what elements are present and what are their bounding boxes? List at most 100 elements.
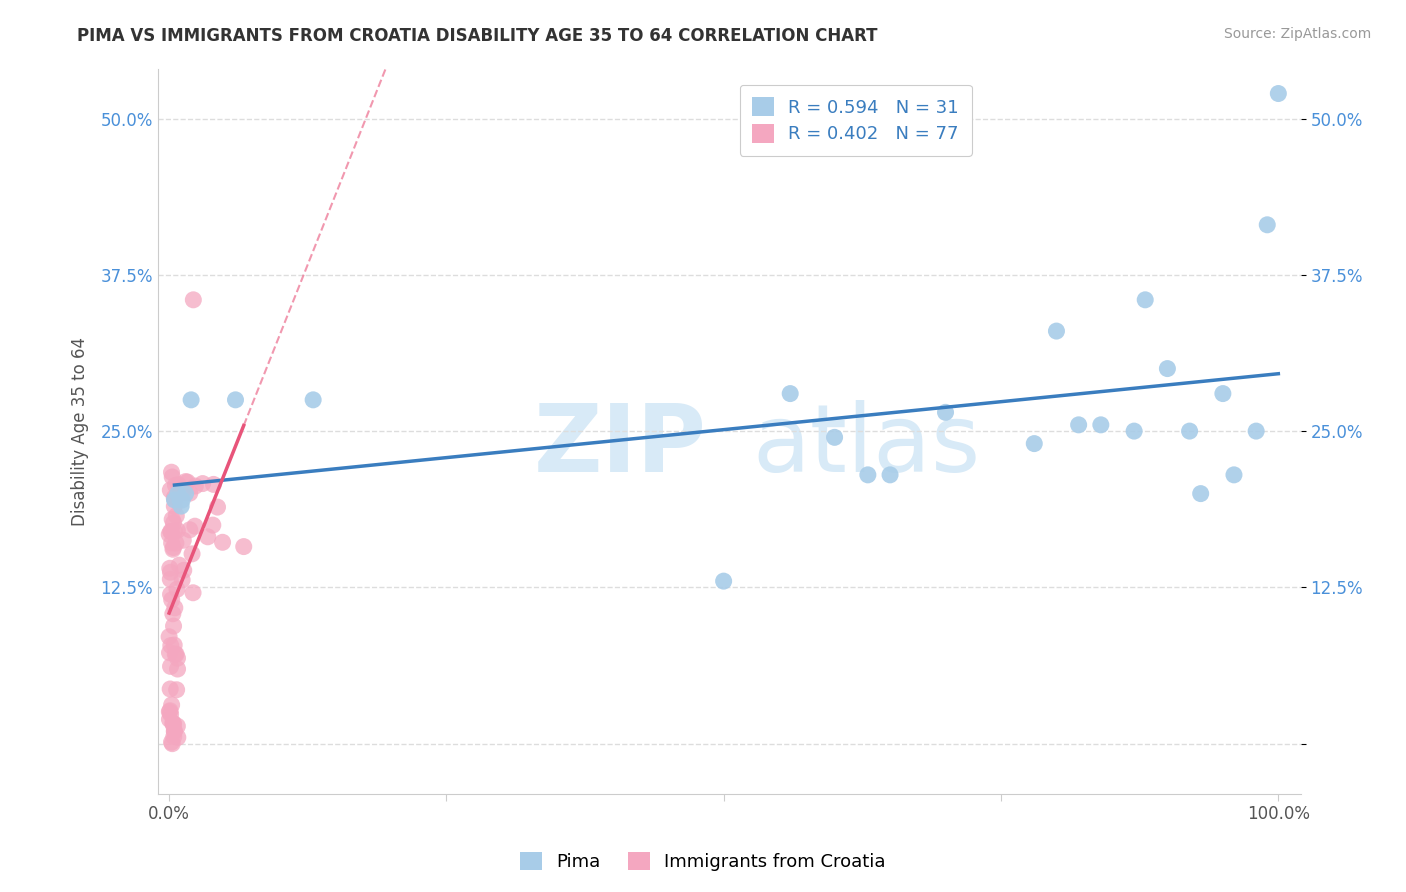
Point <box>184 479 207 493</box>
Point <box>176 475 198 489</box>
Point <box>162 542 184 557</box>
Point <box>184 519 207 533</box>
Point <box>157 527 180 541</box>
Point <box>779 386 801 401</box>
Point <box>170 484 193 499</box>
Point <box>1156 361 1178 376</box>
Point <box>1024 436 1046 450</box>
Point <box>162 716 184 731</box>
Point <box>1267 87 1289 101</box>
Point <box>159 646 181 660</box>
Point <box>181 547 204 561</box>
Point <box>159 706 181 721</box>
Point <box>159 566 181 580</box>
Point <box>163 724 186 739</box>
Point <box>180 392 202 407</box>
Point <box>172 533 194 548</box>
Point <box>157 630 180 644</box>
Point <box>165 647 187 661</box>
Point <box>159 659 181 673</box>
Point <box>211 535 233 549</box>
Legend: R = 0.594   N = 31, R = 0.402   N = 77: R = 0.594 N = 31, R = 0.402 N = 77 <box>740 85 972 156</box>
Point <box>165 536 187 550</box>
Point <box>197 530 219 544</box>
Point <box>160 465 183 479</box>
Text: ZIP: ZIP <box>533 400 706 491</box>
Point <box>165 647 187 661</box>
Point <box>163 491 186 505</box>
Point <box>1123 424 1146 438</box>
Point <box>166 682 188 697</box>
Point <box>166 662 188 676</box>
Point <box>207 500 229 514</box>
Point <box>162 541 184 555</box>
Point <box>181 586 204 600</box>
Legend: Pima, Immigrants from Croatia: Pima, Immigrants from Croatia <box>513 845 893 879</box>
Point <box>159 704 181 718</box>
Point <box>170 499 193 513</box>
Point <box>172 492 194 507</box>
Point <box>166 731 188 745</box>
Point <box>165 508 187 523</box>
Point <box>159 483 181 497</box>
Point <box>163 492 186 507</box>
Point <box>163 600 186 615</box>
Point <box>160 698 183 712</box>
Point <box>162 737 184 751</box>
Point <box>201 518 224 533</box>
Point <box>174 475 197 489</box>
Point <box>1256 218 1278 232</box>
Point <box>166 486 188 500</box>
Point <box>302 392 325 407</box>
Point <box>172 485 194 500</box>
Point <box>159 712 181 726</box>
Point <box>166 719 188 733</box>
Point <box>934 405 956 419</box>
Point <box>167 477 190 491</box>
Point <box>232 540 254 554</box>
Y-axis label: Disability Age 35 to 64: Disability Age 35 to 64 <box>72 336 89 525</box>
Point <box>224 392 246 407</box>
Point <box>1135 293 1157 307</box>
Point <box>159 681 181 696</box>
Point <box>159 639 181 653</box>
Point <box>167 558 190 573</box>
Point <box>157 705 180 719</box>
Point <box>191 476 214 491</box>
Point <box>166 582 188 597</box>
Point <box>879 467 901 482</box>
Point <box>162 718 184 732</box>
Point <box>183 293 205 307</box>
Point <box>159 561 181 575</box>
Text: atlas: atlas <box>752 400 980 491</box>
Point <box>1223 467 1246 482</box>
Point <box>824 430 846 444</box>
Point <box>202 477 225 491</box>
Point <box>162 607 184 621</box>
Point <box>165 478 187 492</box>
Point <box>173 563 195 577</box>
Point <box>162 619 184 633</box>
Point <box>172 573 194 587</box>
Text: PIMA VS IMMIGRANTS FROM CROATIA DISABILITY AGE 35 TO 64 CORRELATION CHART: PIMA VS IMMIGRANTS FROM CROATIA DISABILI… <box>77 27 877 45</box>
Point <box>1067 417 1090 432</box>
Point <box>169 492 191 507</box>
Point <box>856 467 879 482</box>
Point <box>159 524 181 539</box>
Point <box>162 470 184 484</box>
Point <box>159 587 181 601</box>
Point <box>1212 386 1234 401</box>
Point <box>1045 324 1067 338</box>
Point <box>166 651 188 665</box>
Point <box>163 492 186 507</box>
Text: Source: ZipAtlas.com: Source: ZipAtlas.com <box>1223 27 1371 41</box>
Point <box>160 512 183 526</box>
Point <box>163 730 186 744</box>
Point <box>179 523 201 537</box>
Point <box>162 716 184 731</box>
Point <box>166 524 188 538</box>
Point <box>160 593 183 607</box>
Point <box>163 638 186 652</box>
Point <box>1189 486 1212 500</box>
Point <box>163 500 186 514</box>
